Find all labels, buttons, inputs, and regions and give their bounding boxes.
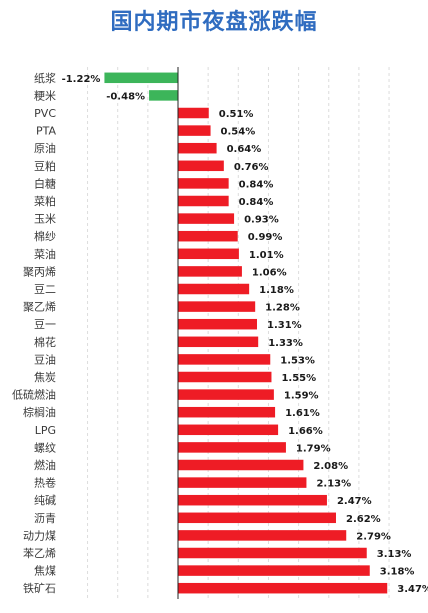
category-label: 棕榈油 [23, 405, 56, 419]
value-label: -0.48% [106, 91, 145, 102]
chart-title: 国内期市夜盘涨跌幅 [110, 10, 318, 35]
value-label: 3.13% [377, 549, 412, 560]
bar [178, 213, 235, 224]
category-label: 粳米 [34, 88, 56, 102]
category-label: 热卷 [34, 476, 56, 490]
category-label: LPG [35, 424, 56, 437]
value-label: 0.93% [244, 215, 279, 226]
category-label: 玉米 [34, 213, 56, 226]
value-label: 1.79% [296, 443, 331, 454]
category-label: 豆油 [34, 352, 56, 366]
bar [178, 336, 259, 348]
bar [178, 389, 274, 400]
category-label: 低硫燃油 [12, 388, 56, 402]
category-label: 纯碱 [34, 494, 56, 507]
category-label: 豆一 [34, 318, 56, 331]
value-label: 2.47% [337, 496, 372, 507]
value-label: 1.53% [280, 355, 315, 366]
value-label: 3.18% [380, 567, 415, 578]
bar [178, 142, 217, 154]
bar [178, 354, 271, 365]
value-label: 2.08% [313, 461, 348, 472]
bar [178, 477, 307, 488]
bar [178, 125, 211, 136]
category-label: 铁矿石 [23, 582, 56, 595]
bar [178, 530, 347, 541]
bar [104, 72, 178, 84]
bar [178, 160, 224, 172]
category-label: 棉花 [34, 335, 56, 349]
category-label: 沥青 [34, 512, 56, 525]
category-label: 豆粕 [34, 159, 56, 173]
value-label: 0.54% [221, 127, 256, 138]
bar [178, 565, 370, 576]
bar [178, 283, 250, 295]
category-label: 原油 [34, 141, 56, 155]
category-label: PVC [34, 107, 56, 120]
bar [149, 90, 178, 101]
bar [178, 371, 272, 383]
bar [178, 266, 242, 277]
value-label: 1.55% [281, 373, 316, 384]
category-label: 燃油 [34, 458, 56, 472]
value-label: 0.51% [219, 109, 254, 120]
category-label: 菜粕 [34, 194, 56, 208]
value-label: 0.76% [234, 162, 269, 173]
value-label: 1.18% [259, 285, 294, 296]
category-label: PTA [36, 125, 56, 138]
bar [178, 230, 238, 242]
value-label: 0.99% [248, 232, 283, 243]
value-label: 1.33% [268, 338, 303, 349]
category-label: 菜油 [34, 247, 56, 261]
category-label: 棉纱 [34, 229, 56, 243]
value-label: 1.31% [267, 320, 302, 331]
bar [178, 107, 209, 119]
value-label: 1.01% [249, 250, 284, 261]
bar [178, 424, 279, 436]
value-label: 2.79% [356, 531, 391, 542]
bar [178, 406, 276, 418]
bar [178, 178, 229, 189]
category-label: 豆二 [34, 283, 56, 296]
value-label: 3.47% [397, 584, 428, 595]
value-label: 0.64% [227, 144, 262, 155]
value-label: 0.84% [239, 197, 274, 208]
value-label: -1.22% [62, 74, 101, 85]
category-label: 纸浆 [34, 71, 56, 85]
bar [178, 494, 327, 506]
category-label: 聚丙烯 [23, 265, 56, 278]
category-label: 螺纹 [34, 440, 56, 454]
category-label: 白糖 [34, 176, 56, 190]
bar [178, 318, 257, 330]
bar [178, 301, 256, 312]
value-label: 1.06% [252, 267, 287, 278]
category-label: 聚乙烯 [23, 301, 56, 314]
value-label: 1.61% [285, 408, 320, 419]
value-label: 0.84% [239, 179, 274, 190]
category-label: 焦煤 [34, 565, 56, 578]
bar [178, 547, 367, 559]
value-label: 1.66% [288, 426, 323, 437]
bar [178, 459, 304, 471]
bar [178, 442, 286, 453]
bar [178, 248, 239, 260]
value-label: 2.62% [346, 514, 381, 525]
value-label: 1.28% [265, 303, 300, 314]
bar [178, 195, 229, 207]
category-label: 焦炭 [34, 371, 56, 384]
value-label: 1.59% [284, 391, 319, 402]
category-label: 苯乙烯 [23, 546, 56, 560]
value-label: 2.13% [316, 479, 351, 490]
bar [178, 512, 336, 524]
bar [178, 582, 388, 594]
category-label: 动力煤 [23, 529, 56, 542]
